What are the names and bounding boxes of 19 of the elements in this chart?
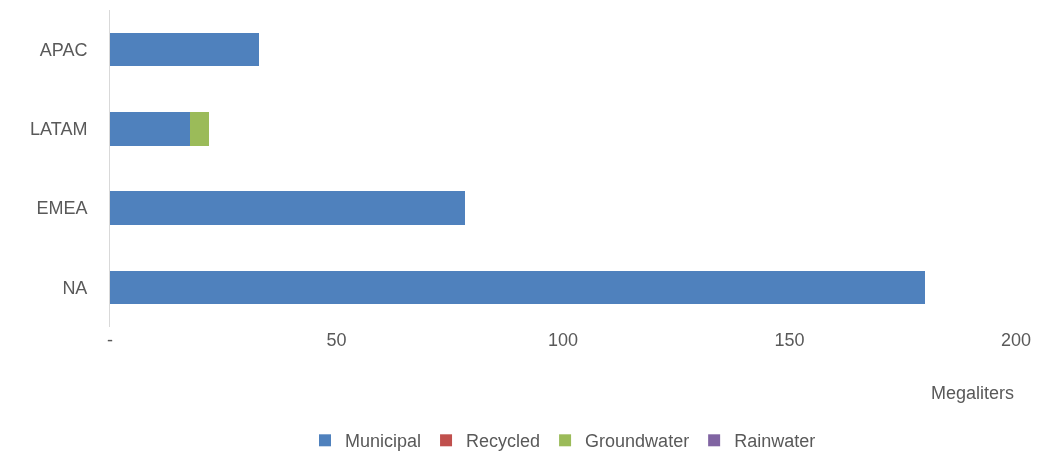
bar	[189, 112, 209, 146]
x-tick-label: -	[107, 330, 113, 350]
x-tick-label: 50	[326, 330, 347, 350]
x-axis-title: Megaliters	[931, 383, 1015, 403]
y-tick-label: APAC	[39, 39, 88, 60]
x-tick-label: 100	[547, 330, 579, 350]
bar	[110, 32, 260, 67]
bar	[110, 191, 466, 225]
x-tick-label: 200	[1000, 330, 1032, 350]
x-tick-label: 150	[774, 330, 805, 350]
legend-label: Rainwater	[734, 431, 816, 452]
legend-label: Recycled	[466, 431, 541, 452]
y-tick-label: NA	[62, 277, 88, 298]
bar	[110, 112, 190, 146]
bar	[110, 270, 926, 305]
legend-label: Groundwater	[585, 431, 690, 452]
legend-label: Municipal	[345, 431, 422, 452]
y-tick-label: LATAM	[30, 119, 88, 140]
y-tick-label: EMEA	[36, 198, 88, 219]
